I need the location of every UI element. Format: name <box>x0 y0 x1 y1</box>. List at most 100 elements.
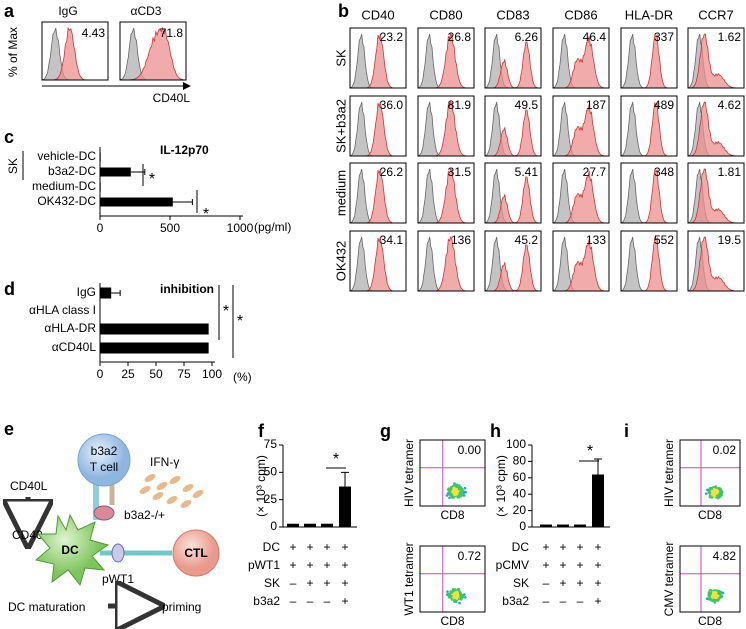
plot-frame <box>119 21 187 81</box>
dot <box>706 488 709 492</box>
table-cell: + <box>559 540 566 554</box>
diagram-e: b3a2 T cell IFN-γ CD40L CD40 b3a2-/+ DC … <box>8 433 220 614</box>
plot-value: 1.62 <box>718 30 742 44</box>
x-tick-label: 100 <box>202 367 222 381</box>
dot <box>712 596 715 599</box>
bar <box>304 523 316 527</box>
bar <box>100 182 101 192</box>
category-label: OK432-DC <box>37 194 96 208</box>
plot-value: 552 <box>654 233 674 247</box>
dc-label: DC <box>61 543 79 557</box>
dot <box>450 594 453 598</box>
dot <box>451 489 455 492</box>
dot <box>721 591 725 595</box>
plot-value: 4.43 <box>82 26 106 40</box>
y-tick-label: 25 <box>264 492 278 506</box>
table-cell: – <box>290 594 297 608</box>
plot-value: 337 <box>654 30 674 44</box>
plot-frame <box>687 27 745 89</box>
plot-value: 187 <box>586 98 606 112</box>
y-tick-label: 60 <box>513 470 527 484</box>
plot-frame <box>687 95 745 157</box>
plot-frame <box>620 230 678 292</box>
category-label: vehicle-DC <box>37 149 96 163</box>
pwt1-label: pWT1 <box>102 572 134 586</box>
dot <box>451 590 455 593</box>
group-label: SK <box>6 158 20 174</box>
x-tick-label: 0 <box>97 367 104 381</box>
dot <box>450 496 454 499</box>
ctl-cell <box>172 529 220 577</box>
panel-label: a <box>4 1 15 21</box>
y-axis-label: HIV tetramer <box>662 439 676 507</box>
table-cell: – <box>543 576 550 590</box>
x-tick-label: 0 <box>97 221 104 235</box>
table-cell: + <box>306 576 313 590</box>
y-tick-label: 20 <box>513 503 527 517</box>
bar <box>100 287 112 299</box>
panel-label: c <box>4 127 14 147</box>
plot-value: 1.81 <box>718 165 742 179</box>
y-tick-label: 0 <box>519 519 526 533</box>
dot <box>459 491 463 495</box>
table-row-label: SK <box>513 576 529 590</box>
plot-value: 81.9 <box>448 98 472 112</box>
y-axis-label: (× 10³ cpm) <box>254 455 268 517</box>
plot-frame <box>687 230 745 292</box>
panel-label: i <box>624 421 629 441</box>
table-cell: + <box>559 576 566 590</box>
table-cell: + <box>576 540 583 554</box>
panel-label: b <box>338 1 349 21</box>
dot <box>455 597 459 600</box>
plot-value: 46.4 <box>583 30 607 44</box>
table-cell: + <box>306 540 313 554</box>
plot-frame <box>417 27 475 89</box>
dot <box>446 590 449 593</box>
plot-title: αCD3 <box>131 4 162 18</box>
plot-value: 0.00 <box>458 443 482 457</box>
dot <box>457 487 461 491</box>
category-label: IgG <box>77 285 96 299</box>
y-axis-label: HIV tetramer <box>402 439 416 507</box>
significance-mark: * <box>203 206 209 223</box>
y-tick-label: 40 <box>513 486 527 500</box>
significance-mark: * <box>237 313 243 330</box>
t-cell <box>77 433 131 487</box>
significance-mark: * <box>587 443 593 460</box>
dot <box>710 490 714 494</box>
plot-frame <box>620 27 678 89</box>
dot <box>713 589 716 592</box>
plot-frame <box>679 545 741 613</box>
error-bar <box>130 169 146 175</box>
plot-frame <box>484 230 542 292</box>
y-axis-label: (× 10³ cpm) <box>494 455 508 517</box>
cd40l-label: CD40L <box>10 479 48 493</box>
dot <box>716 496 719 500</box>
plot-value: 26.2 <box>380 165 404 179</box>
dot <box>455 490 458 494</box>
bar <box>592 474 604 527</box>
table-cell: – <box>560 594 567 608</box>
ifn-particles <box>139 474 204 508</box>
plot-frame <box>417 230 475 292</box>
plot-value: 27.7 <box>583 165 607 179</box>
dot <box>716 494 719 498</box>
priming-label: priming <box>162 600 201 614</box>
error-bar <box>111 290 121 296</box>
plot-frame <box>484 162 542 224</box>
table-cell: + <box>289 540 296 554</box>
dot <box>717 591 720 595</box>
error-bar <box>172 199 193 205</box>
plot-frame <box>417 95 475 157</box>
mhc <box>111 543 125 563</box>
plot-value: 133 <box>586 233 606 247</box>
dot <box>455 487 458 491</box>
table-cell: + <box>594 594 601 608</box>
table-row-label: DC <box>512 540 530 554</box>
plot-value: 36.0 <box>380 98 404 112</box>
dot <box>448 496 451 500</box>
table-cell: + <box>341 594 348 608</box>
bar <box>574 524 586 527</box>
table-cell: + <box>542 558 549 572</box>
